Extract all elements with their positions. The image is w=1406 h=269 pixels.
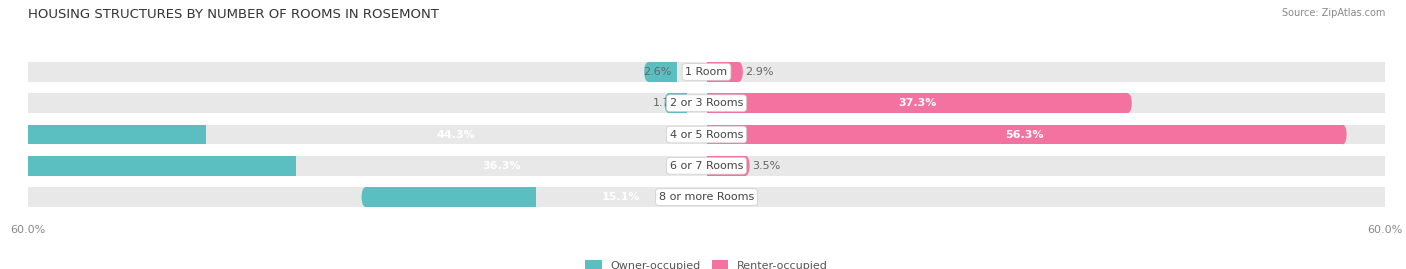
Text: Source: ZipAtlas.com: Source: ZipAtlas.com [1281,8,1385,18]
Circle shape [742,156,749,175]
Bar [0,156,297,175]
Circle shape [1382,94,1388,113]
Circle shape [25,187,31,207]
Circle shape [25,156,31,175]
Bar [707,94,1128,113]
Bar [28,125,1385,144]
Text: 2 or 3 Rooms: 2 or 3 Rooms [669,98,744,108]
Text: 1.7%: 1.7% [654,98,682,108]
Text: 37.3%: 37.3% [898,98,936,108]
Circle shape [25,62,31,82]
Circle shape [1382,156,1388,175]
Circle shape [1382,187,1388,207]
Circle shape [665,94,672,113]
Text: 8 or more Rooms: 8 or more Rooms [659,192,754,202]
Circle shape [735,62,742,82]
Text: 4 or 5 Rooms: 4 or 5 Rooms [669,129,744,140]
Circle shape [1340,125,1347,144]
Circle shape [644,62,651,82]
Circle shape [361,187,368,207]
Text: 2.9%: 2.9% [745,67,773,77]
Text: 2.6%: 2.6% [643,67,672,77]
Text: 6 or 7 Rooms: 6 or 7 Rooms [669,161,744,171]
Circle shape [25,94,31,113]
Text: 36.3%: 36.3% [482,161,520,171]
Bar [28,156,1385,175]
Bar [648,62,678,82]
Bar [0,125,205,144]
Bar [28,187,1385,207]
Bar [707,62,740,82]
Bar [668,94,688,113]
Bar [28,62,1385,82]
Circle shape [1125,94,1132,113]
Bar [28,94,1385,113]
Circle shape [25,125,31,144]
Legend: Owner-occupied, Renter-occupied: Owner-occupied, Renter-occupied [581,256,832,269]
Text: 0.0%: 0.0% [713,192,741,202]
Text: 3.5%: 3.5% [752,161,780,171]
Text: 1 Room: 1 Room [686,67,727,77]
Text: HOUSING STRUCTURES BY NUMBER OF ROOMS IN ROSEMONT: HOUSING STRUCTURES BY NUMBER OF ROOMS IN… [28,8,439,21]
Bar [707,156,747,175]
Text: 15.1%: 15.1% [602,192,640,202]
Text: 56.3%: 56.3% [1005,129,1045,140]
Circle shape [1382,125,1388,144]
Text: 44.3%: 44.3% [437,129,475,140]
Bar [366,187,536,207]
Circle shape [1382,62,1388,82]
Bar [707,125,1343,144]
